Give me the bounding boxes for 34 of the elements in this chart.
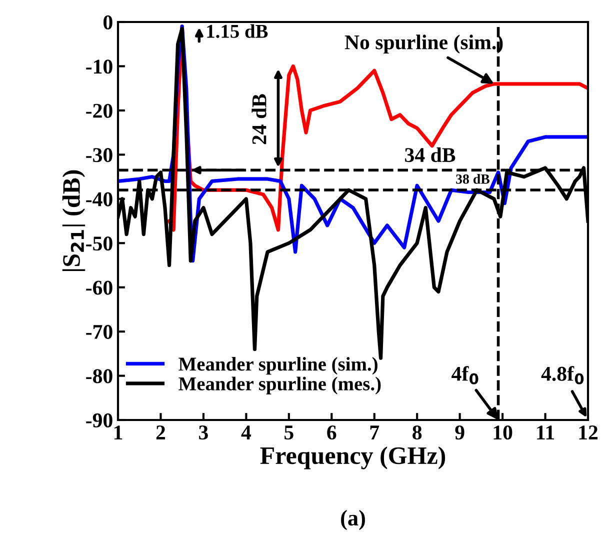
y-tick-label: 0 — [104, 15, 112, 30]
y-tick-label: -40 — [86, 192, 112, 206]
x-tick-label: 2 — [156, 426, 166, 440]
x-tick-label: 11 — [537, 426, 554, 440]
annotation: 34 dB — [405, 147, 456, 162]
annotation: 4.8f$_{0}$ — [541, 366, 584, 384]
x-tick-label: 5 — [284, 426, 294, 440]
x-tick-label: 4 — [241, 426, 252, 440]
text: (a) — [341, 510, 365, 530]
y-tick-label: -10 — [86, 60, 112, 74]
x-tick-label: 8 — [412, 425, 422, 440]
x-axis-title: Frequency (GHz) — [260, 446, 446, 470]
y-tick-label: -60 — [86, 280, 112, 295]
x-tick-label: 9 — [455, 426, 464, 440]
annotation: 4f$_{0}$ — [452, 366, 478, 384]
y-tick-label: -30 — [86, 148, 112, 162]
x-tick-label: 7 — [370, 426, 380, 440]
x-tick-label: 10 — [494, 425, 512, 440]
y-tick-label: -50 — [86, 236, 112, 251]
x-tick-label: 3 — [199, 426, 208, 440]
annotation: 24 dB — [252, 94, 266, 144]
y-tick-label: -70 — [86, 324, 112, 339]
annotation: No spurline (sim.) — [344, 34, 503, 54]
legend-label: Meander spurline (sim.) — [178, 357, 378, 375]
x-tick-label: 12 — [579, 426, 598, 440]
y-tick-label: -80 — [86, 369, 112, 384]
x-tick-label: 1 — [114, 426, 122, 440]
y-axis-title: |S$_{21}$| (dB) — [62, 170, 86, 271]
x-tick-label: 6 — [327, 426, 336, 440]
annotation: 1.15 dB — [207, 24, 268, 38]
y-tick-label: -90 — [86, 413, 112, 428]
annotation: 38 dB — [456, 174, 490, 184]
y-tick-label: -20 — [86, 104, 112, 118]
legend-label: Meander spurline (mes.) — [178, 376, 381, 394]
